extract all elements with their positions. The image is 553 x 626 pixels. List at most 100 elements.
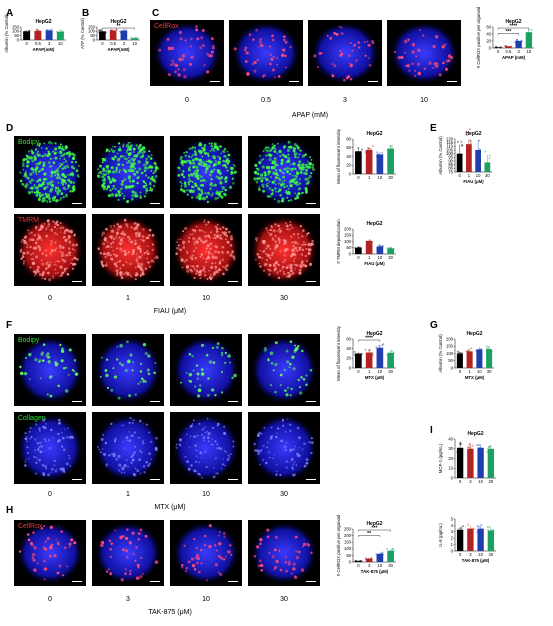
data-point	[469, 128, 471, 131]
chart-c: HepG2 0 20 40 60 # CellROX positive per organ…	[476, 6, 536, 68]
data-point	[109, 29, 112, 32]
axis-title-tak875: TAK-875 (μM)	[148, 609, 192, 616]
data-point	[490, 529, 493, 532]
micrograph-c-3	[387, 20, 461, 86]
dose-label: 30	[280, 491, 288, 498]
data-point	[130, 37, 133, 39]
x-tick-label: 30	[489, 479, 494, 484]
bar-10	[475, 150, 481, 172]
significance-stars: ***	[372, 526, 378, 532]
x-tick-label: 3	[123, 41, 126, 46]
x-tick-label: 3	[48, 41, 51, 46]
x-tick-label: 10	[478, 552, 483, 557]
bar-30	[487, 448, 495, 478]
data-point	[471, 444, 474, 447]
significance-bracket	[358, 529, 391, 532]
data-point	[61, 30, 63, 33]
x-tick-label: 30	[388, 255, 393, 260]
dose-label: 10	[420, 97, 428, 104]
scale-bar	[228, 479, 238, 480]
data-point	[100, 29, 102, 31]
x-tick-label: 10	[378, 369, 383, 374]
data-point	[390, 550, 392, 552]
bar-10	[376, 154, 384, 174]
data-point	[390, 145, 393, 147]
data-point	[478, 148, 481, 151]
data-point	[470, 347, 473, 350]
data-point	[460, 140, 463, 143]
y-tick-label: 0	[17, 37, 20, 42]
data-point	[115, 28, 118, 31]
micrograph-f-bodipy-0: Bodipy	[14, 334, 86, 406]
scale-bar	[306, 401, 316, 402]
data-point	[381, 344, 384, 347]
x-tick-label: 0	[101, 41, 104, 46]
data-point	[468, 443, 471, 446]
scale-bar	[289, 81, 299, 82]
y-tick-label: 40	[486, 31, 491, 36]
y-tick-label: 5	[451, 516, 454, 521]
axis-title-mtx: MTX (μM)	[154, 504, 186, 511]
y-axis-label: ATP (% Control)	[80, 17, 85, 48]
data-point	[378, 155, 381, 158]
data-point	[488, 526, 491, 528]
scale-bar	[150, 281, 160, 282]
data-point	[480, 348, 482, 350]
data-point	[367, 557, 370, 560]
bar-0	[99, 31, 106, 40]
data-point	[370, 557, 373, 560]
data-point	[470, 528, 472, 531]
data-point	[388, 351, 390, 354]
bar-10	[476, 349, 483, 368]
y-tick-label: 110	[446, 144, 453, 149]
y-axis-label: Mean of fluorescent intensity	[336, 128, 341, 184]
stain-label-tmrm: TMRM	[18, 217, 39, 224]
data-point	[469, 142, 472, 145]
dose-label: 0	[48, 295, 52, 302]
micrograph-d-tmrm-1	[92, 214, 164, 286]
y-axis-label: # CellROX positive per organoid	[336, 514, 341, 576]
y-tick-label: 150	[446, 344, 454, 349]
scale-bar	[228, 581, 238, 582]
bar-10	[525, 32, 533, 48]
panel-letter-g: G	[430, 320, 438, 331]
data-point	[370, 241, 373, 243]
data-point	[369, 239, 372, 242]
data-point	[376, 151, 378, 154]
axis-title-apap: APAP (mM)	[291, 112, 329, 119]
x-tick-label: 30	[487, 369, 492, 374]
bar-1	[365, 352, 373, 368]
bar-0.5	[505, 46, 512, 48]
data-point	[376, 153, 379, 156]
y-tick-label: 85	[448, 162, 453, 167]
bar-0	[456, 153, 463, 172]
data-point	[468, 530, 470, 533]
data-point	[482, 531, 484, 534]
y-tick-label: 200	[344, 533, 352, 538]
y-tick-label: 60	[486, 24, 491, 29]
micrograph-d-bodipy-1	[92, 136, 164, 208]
data-point	[514, 41, 517, 43]
data-point	[479, 447, 481, 449]
data-point	[359, 354, 362, 357]
bar-0	[456, 353, 463, 368]
significance-bracket	[497, 27, 530, 30]
data-point	[386, 548, 388, 551]
data-point	[495, 46, 498, 49]
y-axis-label: Albumin (% Control)	[438, 136, 443, 175]
x-axis-label: FIAU (μM)	[364, 261, 385, 266]
data-point	[100, 30, 103, 33]
data-point	[125, 29, 128, 32]
data-point	[390, 246, 392, 249]
y-tick-label: 60	[346, 336, 351, 341]
micrograph-f-collagen-0: Collagen	[14, 412, 86, 484]
data-point	[358, 246, 360, 249]
data-point	[488, 154, 491, 157]
x-tick-label: 0	[497, 49, 500, 54]
data-point	[477, 447, 480, 450]
micrograph-f-collagen-1	[92, 412, 164, 484]
dose-label: 10	[202, 491, 210, 498]
y-tick-label: 60	[346, 145, 351, 150]
y-tick-label: 100	[12, 29, 20, 34]
significance-stars: ****	[365, 336, 373, 342]
